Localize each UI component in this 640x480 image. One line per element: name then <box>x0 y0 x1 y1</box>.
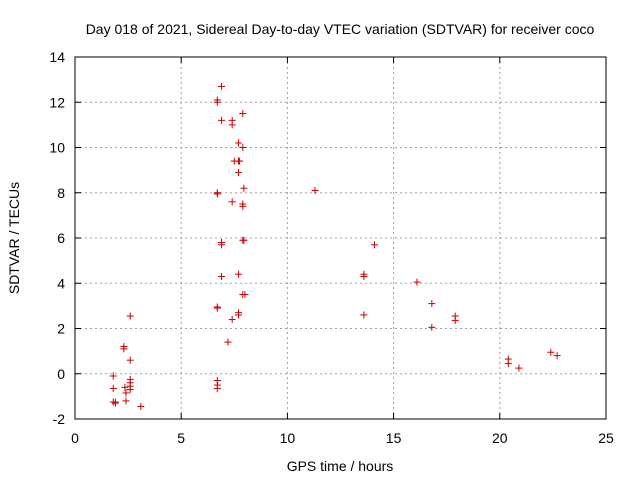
data-point <box>515 364 523 372</box>
data-point <box>137 403 145 411</box>
data-point <box>311 186 319 194</box>
data-point <box>240 236 248 244</box>
y-tick-label: 2 <box>57 321 65 337</box>
data-point <box>218 241 226 249</box>
data-point <box>235 311 243 319</box>
x-tick-label: 15 <box>386 430 402 446</box>
x-tick-label: 5 <box>177 430 185 446</box>
data-point <box>240 184 248 192</box>
data-points <box>109 82 561 411</box>
data-point <box>360 311 368 319</box>
x-tick-labels: 0 5 10 15 20 25 <box>71 430 614 446</box>
data-point <box>218 82 226 90</box>
data-point <box>122 389 130 397</box>
y-tick-label: 8 <box>57 185 65 201</box>
data-point <box>218 116 226 124</box>
data-point <box>236 157 244 165</box>
y-tick-labels: -2 0 2 4 6 8 10 12 14 <box>49 49 65 427</box>
data-point <box>241 291 249 299</box>
data-point <box>239 144 247 151</box>
data-point <box>224 338 232 346</box>
y-tick-label: 0 <box>57 366 65 382</box>
x-axis-label: GPS time / hours <box>287 458 394 474</box>
grid-lines <box>75 57 606 419</box>
plot-frame <box>74 56 607 420</box>
y-tick-label: 12 <box>49 94 65 110</box>
data-point <box>370 241 378 249</box>
data-point <box>428 323 436 331</box>
data-point <box>235 270 243 278</box>
data-point <box>121 383 129 391</box>
data-point <box>213 190 221 198</box>
data-point <box>451 317 459 325</box>
data-point <box>122 397 130 405</box>
data-point <box>126 386 134 394</box>
data-point <box>120 345 128 353</box>
data-point <box>109 384 117 392</box>
x-tick-label: 0 <box>71 430 79 446</box>
data-point <box>213 304 221 312</box>
x-tick-label: 10 <box>280 430 296 446</box>
data-point <box>228 121 236 129</box>
data-point <box>428 300 436 308</box>
y-tick-label: 6 <box>57 230 65 246</box>
data-point <box>111 398 119 406</box>
data-point <box>228 315 236 323</box>
data-point <box>228 198 236 206</box>
x-tick-label: 20 <box>492 430 508 446</box>
data-point <box>213 98 221 106</box>
data-point <box>360 272 368 280</box>
y-tick-label: 4 <box>57 275 65 291</box>
data-point <box>413 278 421 286</box>
data-point <box>239 202 247 210</box>
y-tick-label: 10 <box>49 140 65 156</box>
chart-title: Day 018 of 2021, Sidereal Day-to-day VTE… <box>86 21 595 37</box>
x-tick-label: 25 <box>598 430 614 446</box>
data-point <box>235 139 243 147</box>
data-point <box>213 384 221 392</box>
y-tick-label: 14 <box>49 49 65 65</box>
y-axis-label: SDTVAR / TECUs <box>6 182 22 294</box>
y-tick-label: -2 <box>53 411 66 427</box>
data-point <box>218 272 226 280</box>
data-point <box>126 356 134 364</box>
data-point <box>553 352 561 360</box>
data-point <box>126 312 134 320</box>
data-point <box>239 110 247 118</box>
data-point <box>235 168 243 176</box>
data-point <box>109 372 117 380</box>
data-point <box>547 348 555 356</box>
data-point <box>504 360 512 368</box>
